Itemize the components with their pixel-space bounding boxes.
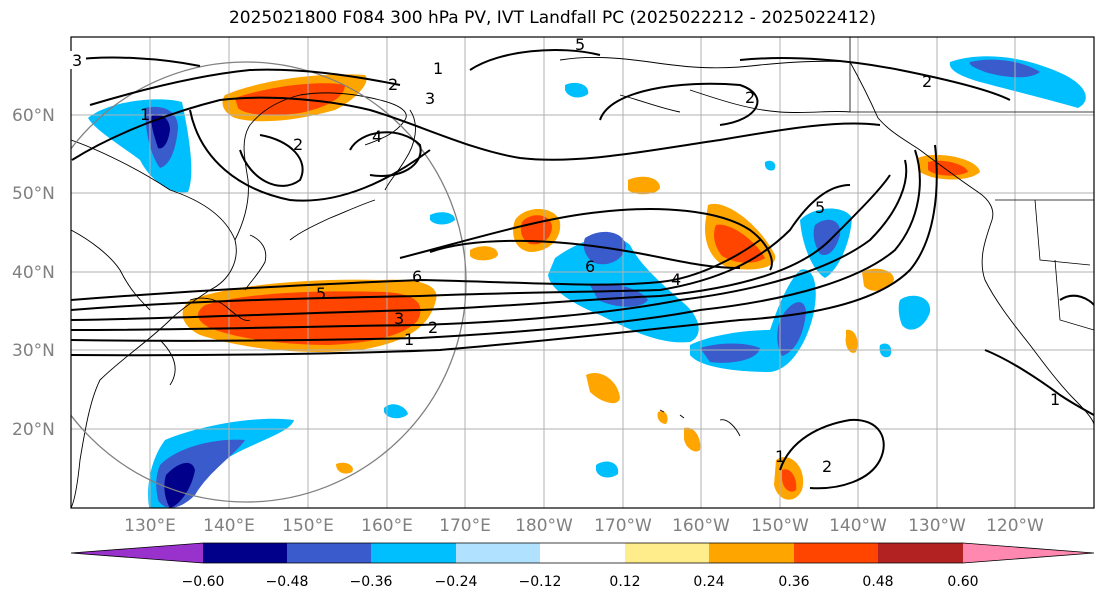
contour-label: 2	[745, 88, 755, 107]
graticule	[71, 37, 1094, 508]
colorbar-tick-label: 0.48	[862, 574, 893, 590]
contour-label: 1	[140, 105, 150, 124]
colorbar-tick-label: −0.48	[266, 574, 309, 590]
contour-label: 6	[412, 267, 422, 286]
colorbar-segment	[456, 543, 540, 563]
colorbar-tick-label: −0.24	[435, 574, 478, 590]
contour-label: 3	[394, 309, 404, 328]
colorbar-extend-low	[71, 543, 203, 563]
lon-label: 140°E	[203, 516, 255, 536]
colorbar-tick-label: 0.12	[609, 574, 640, 590]
lon-label: 130°E	[124, 516, 176, 536]
contour-labels: 3 1 2 3 5 2 4 2 1 2 6 5 3 2 1 6 4 5 1 2 …	[70, 35, 1060, 476]
colorbar-tick-label: 0.36	[778, 574, 809, 590]
colorbar-extend-high	[963, 543, 1094, 563]
contour-label: 5	[575, 35, 585, 54]
lon-label: 120°W	[986, 516, 1044, 536]
contour-label: 2	[293, 135, 303, 154]
contour-label: 4	[671, 270, 681, 289]
lon-label: 140°W	[829, 516, 887, 536]
lat-label: 30°N	[12, 341, 55, 361]
colorbar-tick-label: −0.12	[519, 574, 562, 590]
colorbar-segment	[878, 543, 963, 563]
lat-label: 60°N	[12, 106, 55, 126]
colorbar-segment	[625, 543, 709, 563]
lon-label: 160°E	[361, 516, 413, 536]
contour-label: 5	[815, 198, 825, 217]
colorbar-segment	[287, 543, 371, 563]
latitude-labels: 60°N 50°N 40°N 30°N 20°N	[12, 106, 55, 440]
political-borders	[849, 37, 1094, 331]
map-frame	[70, 36, 1095, 509]
colorbar-segment	[540, 543, 625, 563]
ivt-contours	[71, 49, 1094, 490]
map-panel: 3 1 2 3 5 2 4 2 1 2 6 5 3 2 1 6 4 5 1 2 …	[70, 35, 1095, 509]
colorbar-tick-label: −0.60	[182, 574, 225, 590]
contour-label: 1	[1050, 390, 1060, 409]
contour-label: 4	[372, 127, 382, 146]
colorbar-tick-label: −0.36	[350, 574, 393, 590]
colorbar-segment	[794, 543, 878, 563]
colorbar-outline	[70, 542, 1095, 564]
longitude-labels: 130°E 140°E 150°E 160°E 170°E 180°W 170°…	[124, 516, 1044, 536]
colorbar-segment	[203, 543, 287, 563]
contour-label: 2	[388, 75, 398, 94]
contour-label: 2	[822, 457, 832, 476]
lon-label: 180°W	[515, 516, 573, 536]
colorbar: −0.60 −0.48 −0.36 −0.24 −0.12 0.12 0.24 …	[70, 542, 1095, 590]
lat-label: 50°N	[12, 184, 55, 204]
lon-label: 170°W	[594, 516, 652, 536]
lon-label: 170°E	[439, 516, 491, 536]
lon-label: 150°E	[282, 516, 334, 536]
contour-label: 2	[428, 318, 438, 337]
map-title: 2025021800 F084 300 hPa PV, IVT Landfall…	[228, 8, 876, 28]
contour-label: 6	[585, 257, 595, 276]
contour-label: 1	[433, 59, 443, 78]
lat-label: 20°N	[12, 420, 55, 440]
colorbar-segment	[371, 543, 456, 563]
lat-label: 40°N	[12, 263, 55, 283]
contour-label: 3	[72, 51, 82, 70]
contour-label: 1	[775, 447, 785, 466]
colorbar-segment	[709, 543, 794, 563]
lon-label: 160°W	[672, 516, 730, 536]
contour-label: 2	[922, 72, 932, 91]
lon-label: 150°W	[751, 516, 809, 536]
contour-label: 1	[404, 330, 414, 349]
colorbar-tick-label: 0.24	[693, 574, 724, 590]
lon-label: 130°W	[908, 516, 966, 536]
coastlines	[71, 56, 1094, 508]
contour-label: 3	[425, 89, 435, 108]
colorbar-tick-label: 0.60	[947, 574, 978, 590]
contour-label: 5	[316, 284, 326, 303]
